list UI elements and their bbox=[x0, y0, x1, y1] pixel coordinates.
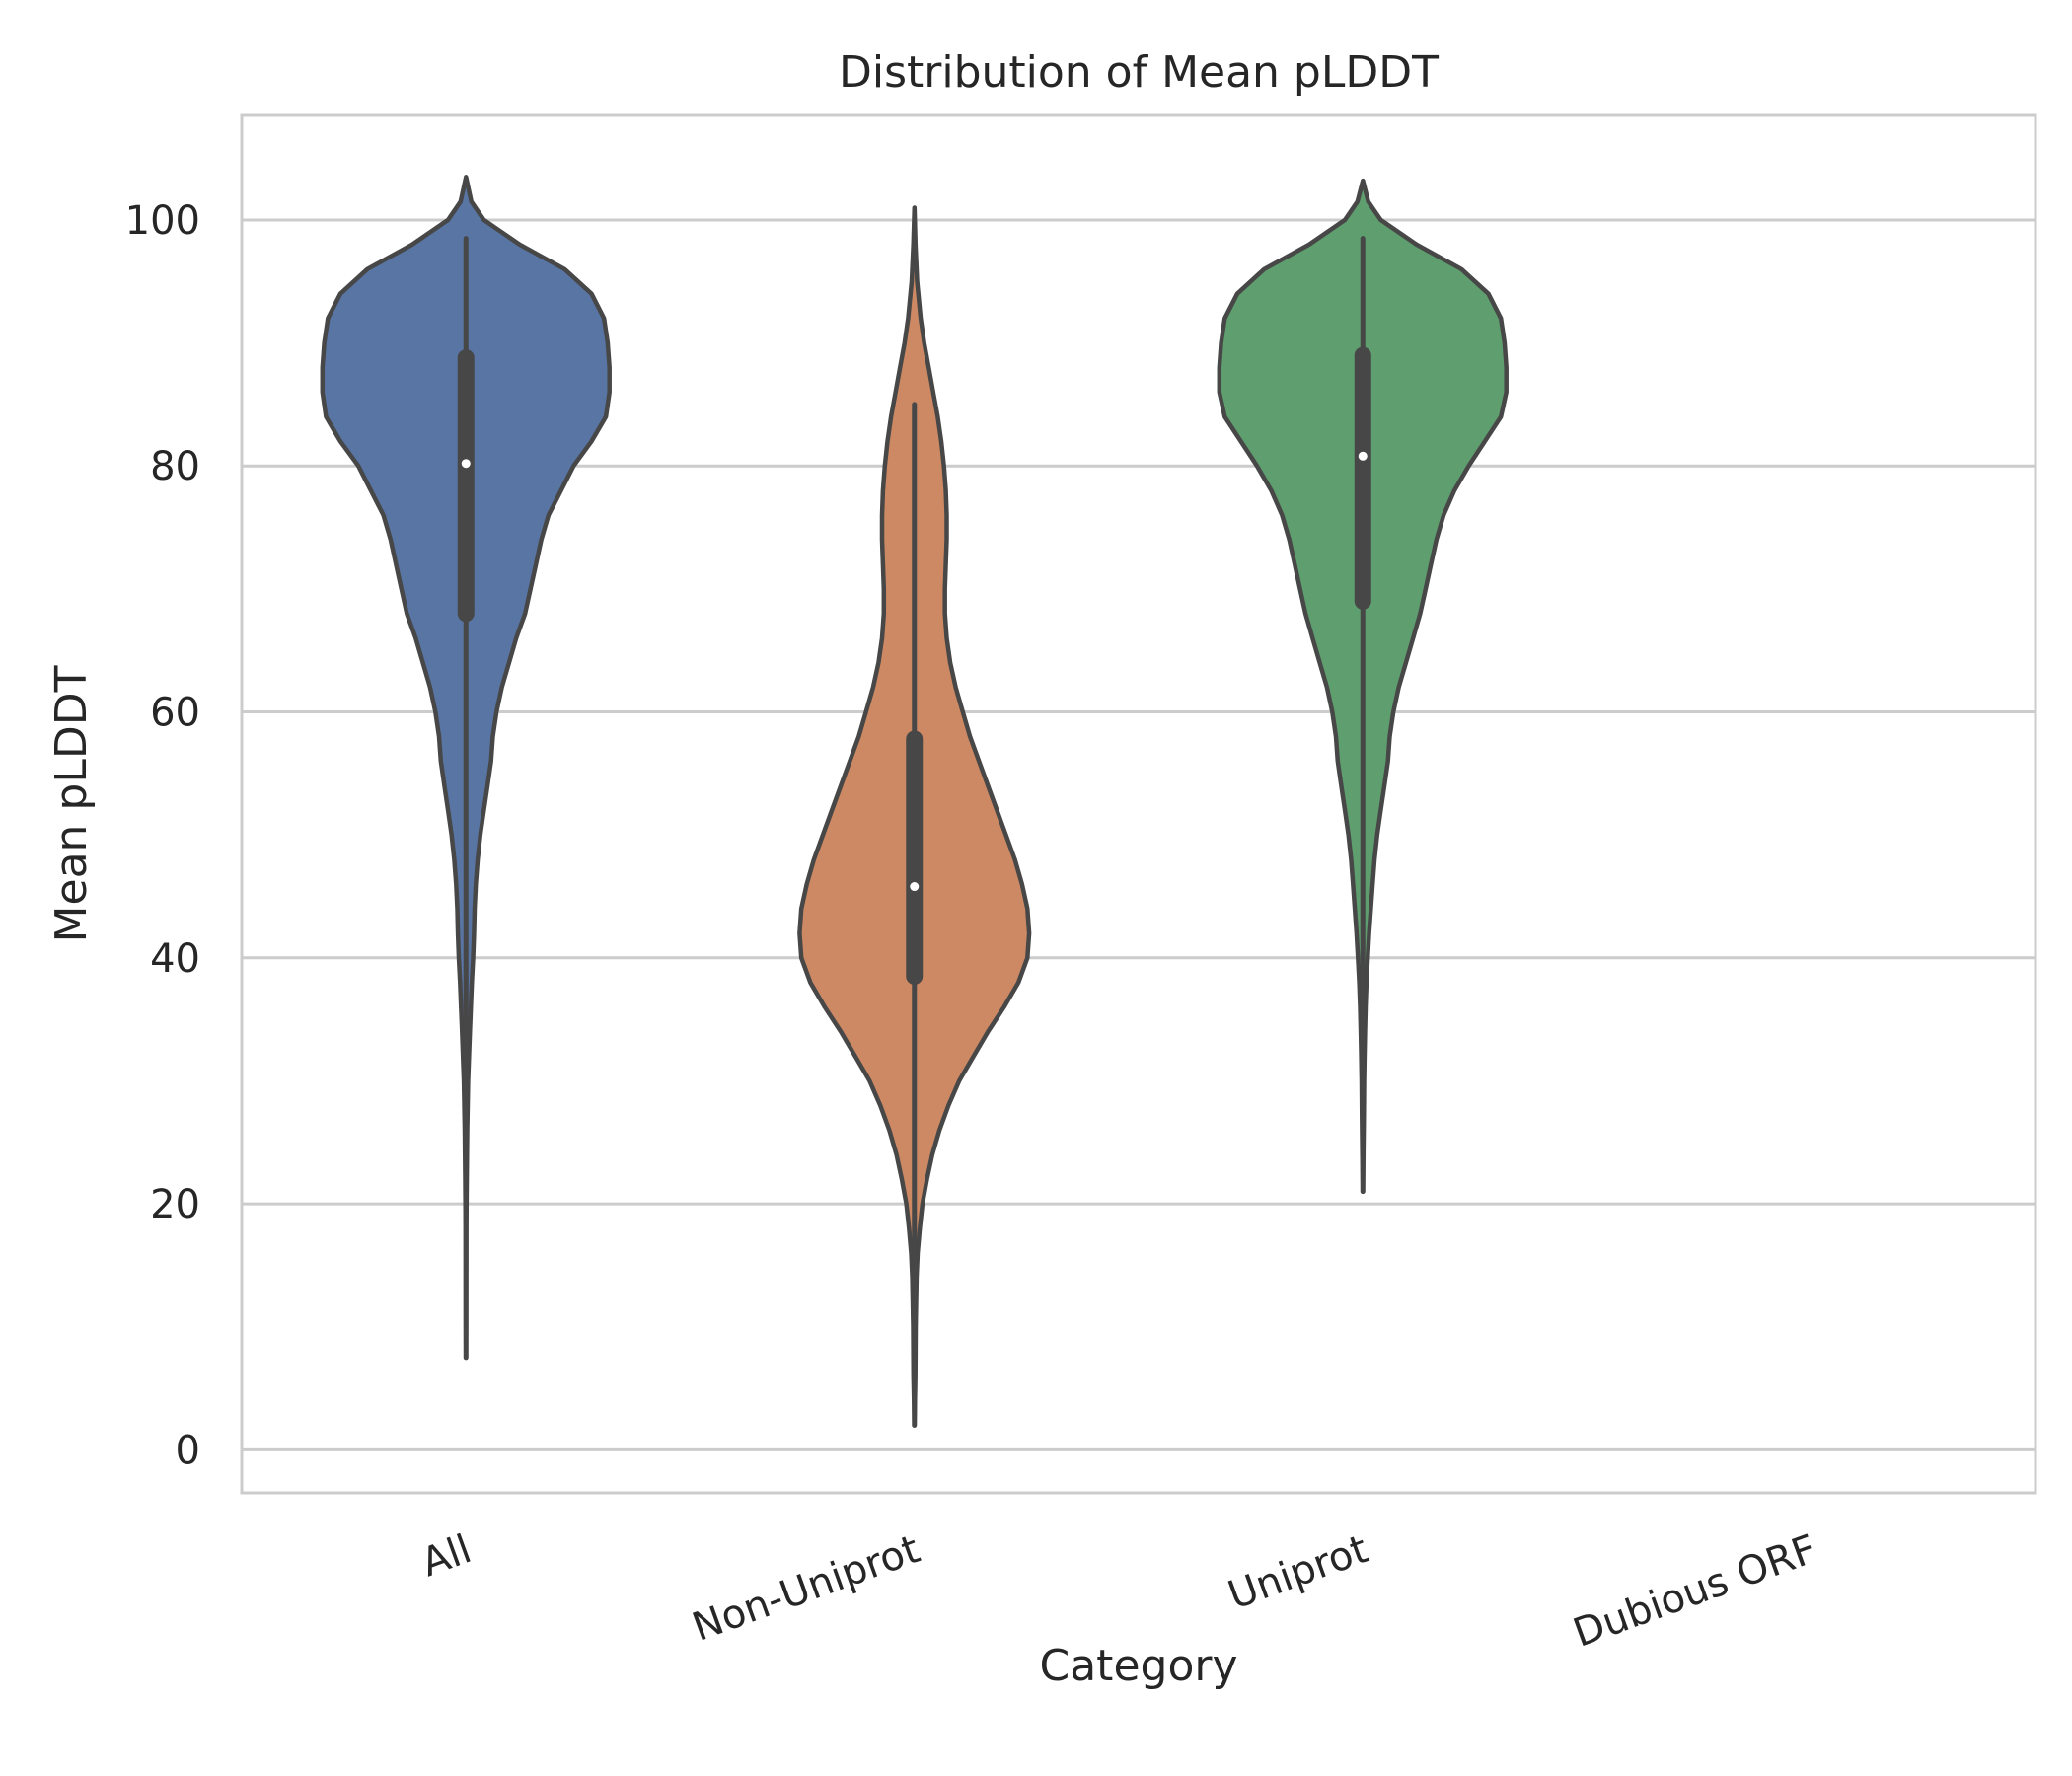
x-tick-label-all: All bbox=[415, 1526, 477, 1586]
y-tick-label-80: 80 bbox=[150, 444, 200, 489]
y-tick-label-100: 100 bbox=[125, 198, 200, 244]
y-tick-label-60: 60 bbox=[150, 691, 200, 736]
chart-title: Distribution of Mean pLDDT bbox=[839, 47, 1439, 98]
x-axis-label: Category bbox=[1040, 1641, 1238, 1691]
x-tick-label-non-uniprot: Non-Uniprot bbox=[687, 1526, 925, 1651]
x-tick-labels: All Non-Uniprot Uniprot Dubious ORF bbox=[415, 1526, 1822, 1657]
median-dot-all bbox=[461, 459, 471, 469]
y-axis-label: Mean pLDDT bbox=[46, 665, 97, 942]
y-tick-labels: 0 20 40 60 80 100 bbox=[125, 198, 200, 1473]
y-tick-label-20: 20 bbox=[150, 1182, 200, 1227]
median-dot-non-uniprot bbox=[910, 882, 920, 892]
x-tick-label-dubious-orf: Dubious ORF bbox=[1568, 1526, 1822, 1657]
x-tick-label-uniprot: Uniprot bbox=[1222, 1526, 1374, 1618]
violins bbox=[320, 175, 1509, 1428]
y-tick-label-40: 40 bbox=[150, 936, 200, 982]
median-dot-uniprot bbox=[1358, 451, 1368, 461]
y-tick-label-0: 0 bbox=[176, 1428, 200, 1473]
plot-frame bbox=[240, 113, 2037, 1495]
